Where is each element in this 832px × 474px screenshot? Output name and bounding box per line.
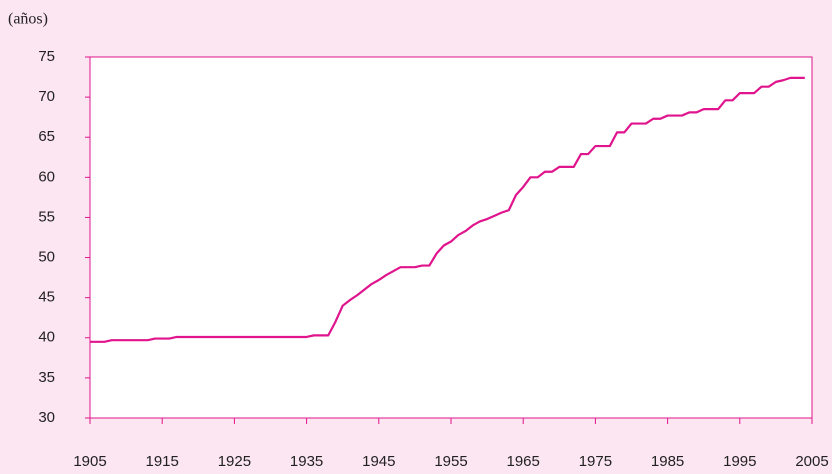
x-tick-label: 1985: [651, 453, 684, 470]
x-tick-label: 1955: [434, 453, 467, 470]
y-tick-label: 30: [38, 409, 55, 426]
x-tick-label: 2005: [795, 453, 828, 470]
y-axis-label: (años): [8, 11, 48, 28]
y-tick-label: 65: [38, 128, 55, 145]
x-tick-label: 1915: [146, 453, 179, 470]
x-tick-label: 1925: [218, 453, 251, 470]
x-tick-label: 1945: [362, 453, 395, 470]
y-tick-label: 60: [38, 168, 55, 185]
y-tick-label: 50: [38, 249, 55, 266]
y-tick-label: 40: [38, 329, 55, 346]
plot-area: [89, 56, 813, 419]
x-tick-label: 1995: [723, 453, 756, 470]
x-tick-label: 1975: [579, 453, 612, 470]
x-tick-label: 1905: [73, 453, 106, 470]
x-tick-label: 1965: [507, 453, 540, 470]
x-tick-label: 1935: [290, 453, 323, 470]
data-line: [90, 76, 805, 343]
y-tick-label: 55: [38, 208, 55, 225]
y-tick-label: 35: [38, 369, 55, 386]
y-tick-label: 70: [38, 88, 55, 105]
y-tick-label: 45: [38, 289, 55, 306]
y-tick-label: 75: [38, 48, 55, 65]
